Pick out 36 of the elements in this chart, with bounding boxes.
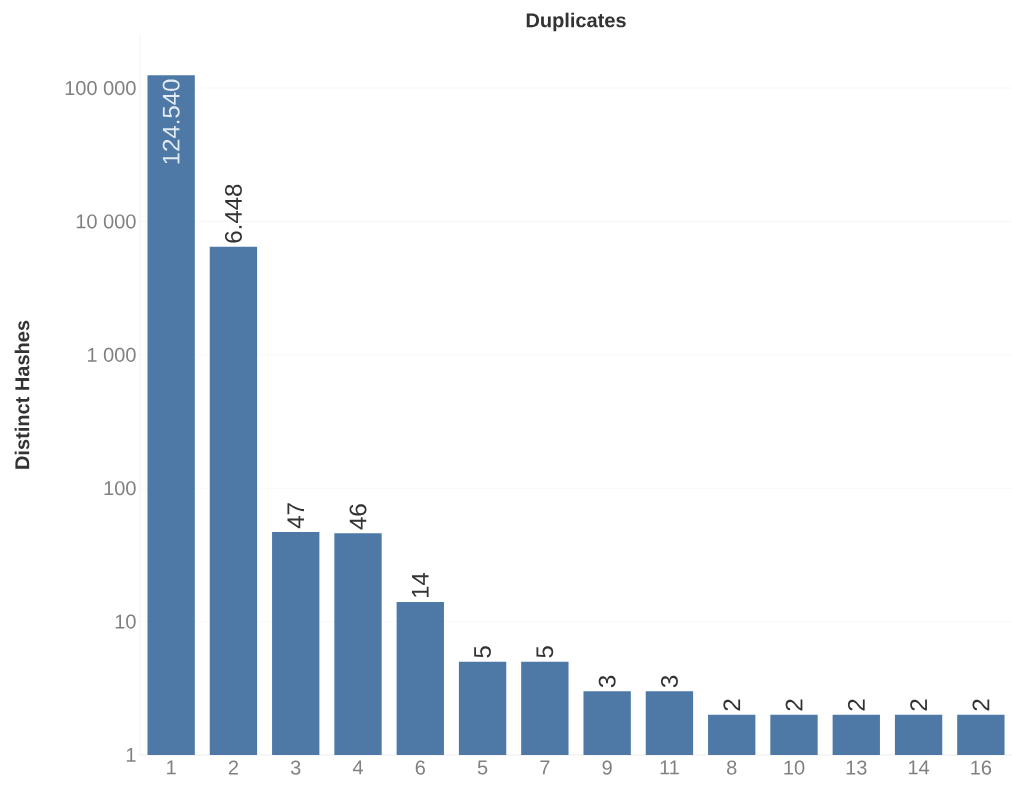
data-label: 47: [287, 503, 304, 529]
y-tick-label: 10: [115, 614, 136, 629]
x-tick-label: 3: [290, 760, 301, 775]
data-label: 2: [847, 699, 865, 711]
data-label: 3: [660, 675, 678, 688]
data-label: 5: [474, 646, 491, 658]
data-label: 124.540: [162, 79, 180, 164]
data-label: 14: [412, 572, 429, 598]
data-label: 5: [536, 646, 554, 658]
y-tick-label: 1 000: [87, 347, 136, 362]
x-tick-label: 7: [540, 760, 550, 775]
x-tick-label: 13: [846, 760, 867, 775]
data-label: 6.448: [224, 184, 242, 243]
x-tick-label: 1: [167, 760, 176, 775]
y-tick-label: 100: [104, 481, 136, 496]
data-label: 2: [785, 699, 803, 711]
y-tick-label: 100 000: [65, 80, 136, 96]
x-tick-label: 14: [908, 760, 930, 775]
x-tick-label: 5: [477, 760, 488, 775]
data-label: 3: [598, 675, 616, 688]
x-tick-label: 10: [784, 760, 805, 775]
data-label: 2: [723, 699, 741, 711]
data-label: 2: [910, 699, 927, 711]
x-tick-label: 4: [352, 760, 363, 775]
x-tick-label: 16: [971, 760, 992, 775]
x-tick-label: 11: [660, 760, 679, 775]
data-label: 46: [349, 504, 367, 530]
x-tick-label: 8: [727, 760, 737, 775]
x-tick-label: 6: [415, 760, 425, 775]
y-tick-label: 10 000: [76, 214, 136, 229]
x-tick-label: 9: [602, 760, 612, 775]
y-axis-title: Distinct Hashes: [14, 320, 30, 469]
data-label: 2: [972, 699, 990, 711]
y-tick-label: 1: [126, 748, 136, 762]
x-tick-label: 2: [228, 760, 238, 775]
chart-title: Duplicates: [526, 12, 626, 32]
